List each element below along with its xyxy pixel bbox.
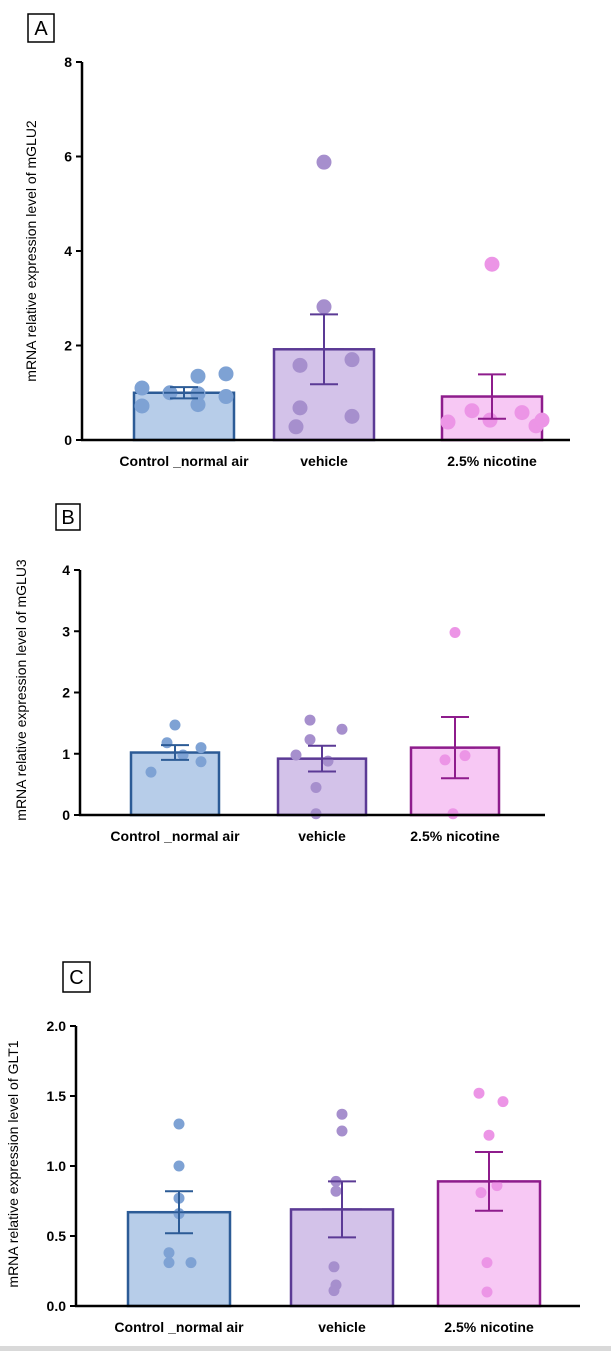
data-point <box>173 1118 185 1130</box>
y-tick-label: 0 <box>64 432 72 448</box>
x-category-label: Control _normal air <box>110 828 240 844</box>
data-point <box>439 754 451 766</box>
x-category-label: vehicle <box>298 828 346 844</box>
data-point <box>161 737 173 749</box>
data-point <box>218 366 234 382</box>
panel-letter: C <box>69 967 83 989</box>
data-point <box>475 1187 487 1199</box>
data-point <box>336 1108 348 1120</box>
panel-letter-box <box>27 13 55 43</box>
x-category-label: 2.5% nicotine <box>447 453 537 469</box>
y-tick-label: 1 <box>62 746 70 762</box>
bar-1 <box>132 391 236 442</box>
bar-3 <box>436 1180 542 1308</box>
y-tick-label: 1.5 <box>47 1088 67 1104</box>
y-axis-title: mRNA relative expression level of mGLU2 <box>23 120 39 382</box>
panel-letter: B <box>61 507 74 529</box>
data-point <box>169 719 181 731</box>
data-point <box>482 412 498 428</box>
data-point <box>145 766 157 778</box>
data-point <box>459 750 471 762</box>
data-point <box>514 405 530 421</box>
data-point <box>344 352 360 368</box>
data-point <box>328 1261 340 1273</box>
data-point <box>316 154 332 170</box>
x-category-label: vehicle <box>318 1319 366 1335</box>
y-tick-label: 4 <box>62 562 70 578</box>
data-point <box>336 723 348 735</box>
data-point <box>304 714 316 726</box>
y-tick-label: 1.0 <box>47 1158 67 1174</box>
x-category-label: Control _normal air <box>114 1319 244 1335</box>
data-point <box>534 412 550 428</box>
data-point <box>218 389 234 405</box>
data-point <box>464 403 480 419</box>
data-point <box>290 749 302 761</box>
page-bottom-edge <box>0 1346 611 1351</box>
data-point <box>322 755 334 767</box>
data-point <box>483 1129 495 1141</box>
x-category-label: 2.5% nicotine <box>410 828 500 844</box>
data-point <box>292 357 308 373</box>
panel-letter-box <box>55 503 81 531</box>
y-axis-title: mRNA relative expression level of GLT1 <box>5 1040 21 1287</box>
data-point <box>497 1096 509 1108</box>
data-point <box>449 626 461 638</box>
y-tick-label: 2 <box>64 338 72 354</box>
y-tick-label: 0.0 <box>47 1298 67 1314</box>
data-point <box>185 1257 197 1269</box>
data-point <box>316 299 332 315</box>
data-point <box>328 1285 340 1297</box>
data-point <box>173 1160 185 1172</box>
data-point <box>288 419 304 435</box>
data-point <box>190 397 206 413</box>
data-point <box>163 1257 175 1269</box>
data-point <box>336 1125 348 1137</box>
data-point <box>344 408 360 424</box>
panel-letter: A <box>34 18 48 40</box>
data-point <box>163 1247 175 1259</box>
y-tick-label: 0.5 <box>47 1228 67 1244</box>
data-point <box>484 256 500 272</box>
data-point <box>134 398 150 414</box>
data-point <box>440 414 456 430</box>
data-point <box>292 400 308 416</box>
data-point <box>310 781 322 793</box>
data-point <box>473 1087 485 1099</box>
y-tick-label: 2.0 <box>47 1018 67 1034</box>
y-tick-label: 2 <box>62 685 70 701</box>
data-point <box>195 756 207 768</box>
y-tick-label: 3 <box>62 623 70 639</box>
data-point <box>177 749 189 761</box>
y-tick-label: 6 <box>64 149 72 165</box>
x-category-label: 2.5% nicotine <box>444 1319 534 1335</box>
data-point <box>481 1286 493 1298</box>
data-point <box>134 380 150 396</box>
data-point <box>330 1185 342 1197</box>
data-point <box>481 1257 493 1269</box>
x-category-label: Control _normal air <box>119 453 249 469</box>
y-tick-label: 0 <box>62 807 70 823</box>
data-point <box>190 368 206 384</box>
panel-letter-box <box>62 961 91 993</box>
y-tick-label: 8 <box>64 54 72 70</box>
x-category-label: vehicle <box>300 453 348 469</box>
data-point <box>491 1180 503 1192</box>
data-point <box>195 742 207 754</box>
data-point <box>304 734 316 746</box>
y-axis-title: mRNA relative expression level of mGLU3 <box>13 559 29 821</box>
y-tick-label: 4 <box>64 243 72 259</box>
